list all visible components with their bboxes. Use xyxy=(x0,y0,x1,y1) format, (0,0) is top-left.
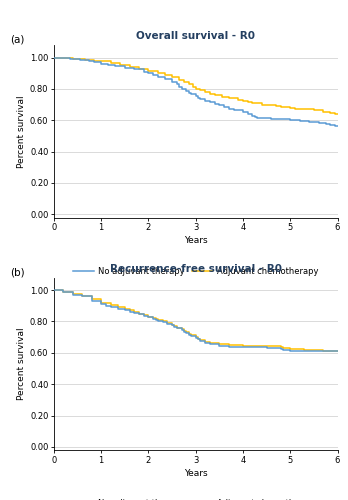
Title: Recurrence-free survival - R0: Recurrence-free survival - R0 xyxy=(110,264,282,274)
Y-axis label: Percent survival: Percent survival xyxy=(17,328,26,400)
Text: (a): (a) xyxy=(10,34,24,44)
X-axis label: Years: Years xyxy=(184,236,207,245)
Legend: No adjuvant therapy, Adjuvant chemotherapy: No adjuvant therapy, Adjuvant chemothera… xyxy=(70,263,322,279)
Title: Overall survival - R0: Overall survival - R0 xyxy=(136,32,255,42)
Y-axis label: Percent survival: Percent survival xyxy=(17,95,26,168)
X-axis label: Years: Years xyxy=(184,468,207,477)
Text: (b): (b) xyxy=(10,267,25,277)
Legend: No adjuvant therapy, Adjuvant chemotherapy: No adjuvant therapy, Adjuvant chemothera… xyxy=(70,496,322,500)
